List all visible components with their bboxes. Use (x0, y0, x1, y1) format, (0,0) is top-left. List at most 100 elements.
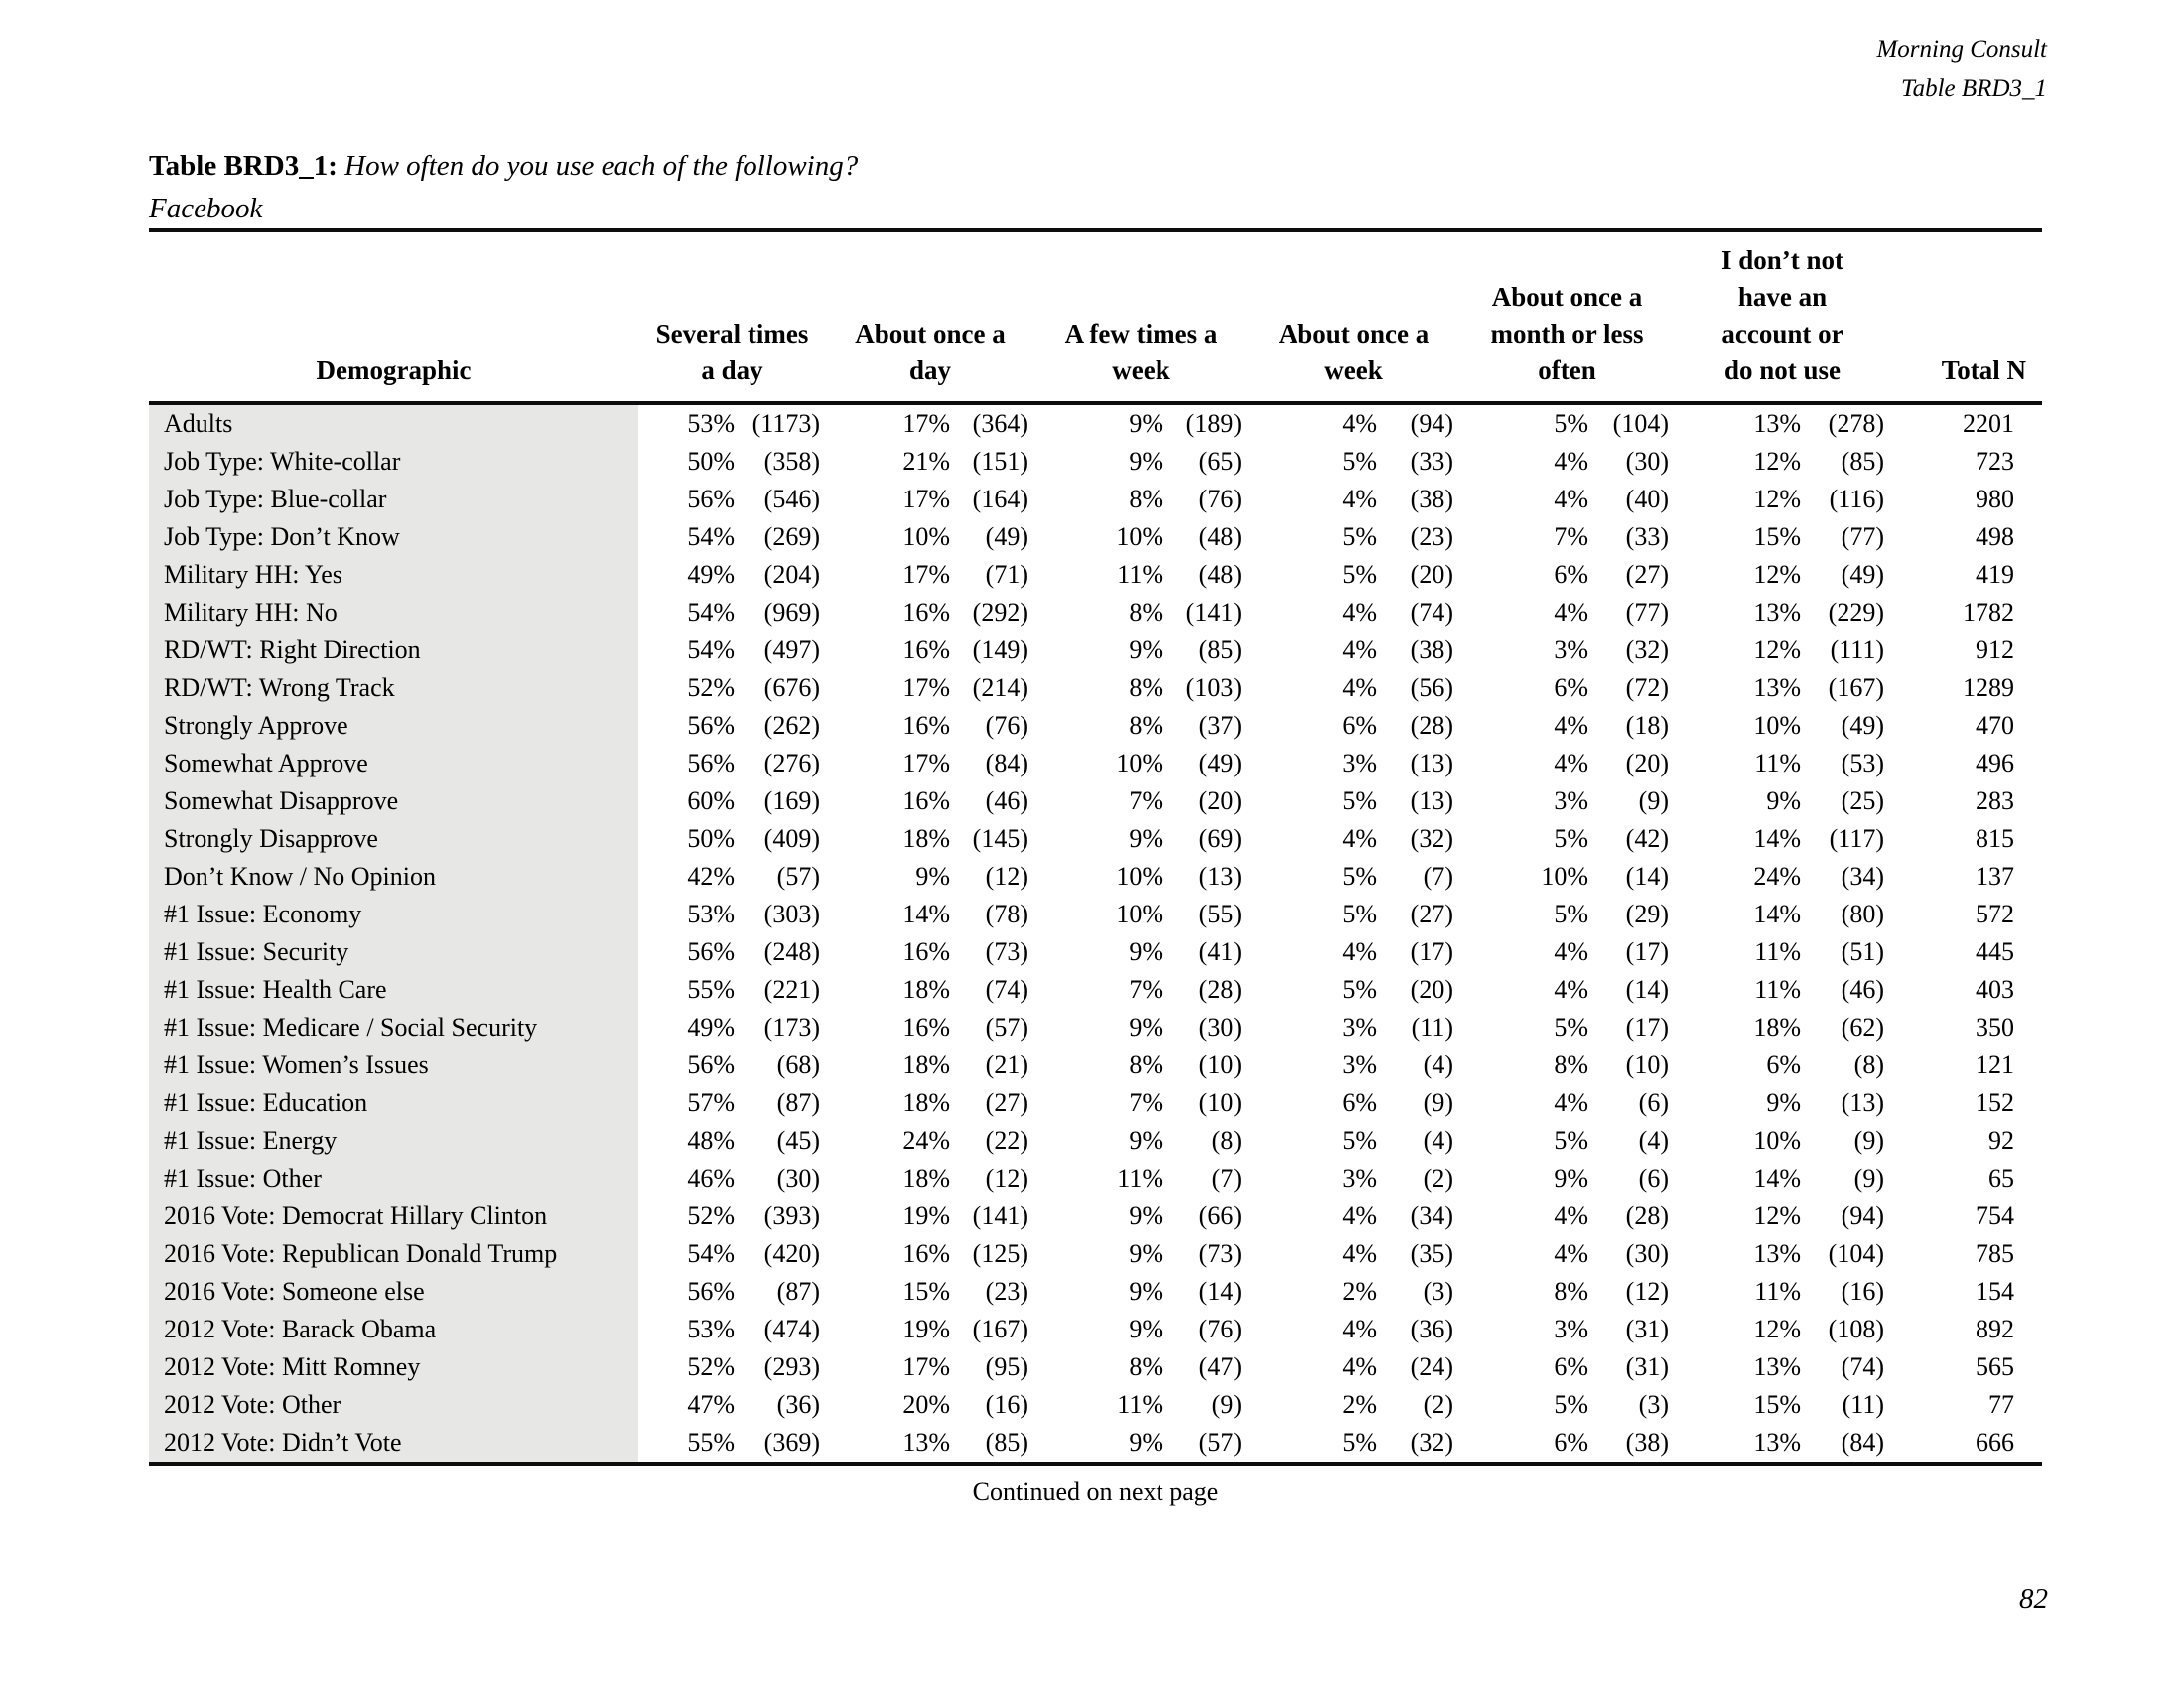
total-n-cell: 498 (1976, 522, 2014, 551)
percent-cell: 7% (1129, 786, 1163, 815)
table-row: #1 Issue: Women’s Issues 56% (68) 18% (21) 8%… (149, 1047, 2042, 1084)
count-cell: (164) (972, 485, 1028, 513)
count-cell: (2) (1423, 1390, 1453, 1419)
percent-cell: 5% (1342, 1428, 1377, 1457)
percent-cell: 3% (1342, 1164, 1377, 1193)
count-cell: (420) (763, 1239, 820, 1268)
demographic-cell: #1 Issue: Health Care (149, 971, 638, 1009)
percent-cell: 47% (687, 1390, 735, 1419)
demographic-cell: 2016 Vote: Republican Donald Trump (149, 1235, 638, 1273)
percent-cell: 9% (1129, 1239, 1163, 1268)
count-cell: (57) (985, 1013, 1028, 1042)
percent-cell: 8% (1129, 598, 1163, 627)
count-cell: (293) (763, 1352, 820, 1381)
count-cell: (167) (972, 1315, 1028, 1343)
count-cell: (57) (1198, 1428, 1242, 1457)
count-cell: (10) (1198, 1088, 1242, 1117)
count-cell: (34) (1410, 1201, 1453, 1230)
count-cell: (7) (1423, 862, 1453, 891)
percent-cell: 8% (1554, 1051, 1588, 1079)
count-cell: (104) (1828, 1239, 1884, 1268)
table-row: 2012 Vote: Didn’t Vote 55% (369) 13% (85) 9% (… (149, 1424, 2042, 1462)
percent-cell: 9% (1129, 447, 1163, 476)
count-cell: (35) (1410, 1239, 1453, 1268)
percent-cell: 10% (1541, 862, 1588, 891)
column-header-frequency: Several times a day (655, 319, 809, 385)
percent-cell: 54% (687, 598, 735, 627)
percent-cell: 16% (902, 635, 950, 664)
count-cell: (95) (985, 1352, 1028, 1381)
percent-cell: 11% (1117, 560, 1163, 589)
table-row: Don’t Know / No Opinion 42% (57) 9% (12) 10% (… (149, 858, 2042, 896)
table-body: Adults 53% (1173) 17% (364) 9% (189) 4% (94) 5% (1… (149, 405, 2042, 1466)
percent-cell: 5% (1342, 900, 1377, 928)
demographic-cell: Job Type: Don’t Know (149, 518, 638, 556)
percent-cell: 49% (687, 1013, 735, 1042)
count-cell: (145) (972, 824, 1028, 853)
count-cell: (9) (1853, 1126, 1884, 1155)
percent-cell: 12% (1753, 1201, 1801, 1230)
count-cell: (66) (1198, 1201, 1242, 1230)
percent-cell: 56% (687, 1051, 735, 1079)
count-cell: (3) (1423, 1277, 1453, 1306)
percent-cell: 18% (902, 824, 950, 853)
percent-cell: 17% (902, 673, 950, 702)
demographic-cell: Don’t Know / No Opinion (149, 858, 638, 896)
percent-cell: 17% (902, 485, 950, 513)
percent-cell: 4% (1554, 1088, 1588, 1117)
count-cell: (32) (1625, 635, 1669, 664)
percent-cell: 5% (1342, 560, 1377, 589)
total-n-cell: 350 (1976, 1013, 2014, 1042)
percent-cell: 24% (1753, 862, 1801, 891)
count-cell: (10) (1625, 1051, 1669, 1079)
percent-cell: 54% (687, 1239, 735, 1268)
percent-cell: 4% (1342, 409, 1377, 438)
percent-cell: 3% (1342, 749, 1377, 777)
percent-cell: 12% (1753, 1315, 1801, 1343)
count-cell: (14) (1198, 1277, 1242, 1306)
percent-cell: 4% (1554, 975, 1588, 1004)
percent-cell: 14% (1753, 900, 1801, 928)
count-cell: (27) (985, 1088, 1028, 1117)
percent-cell: 6% (1342, 1088, 1377, 1117)
percent-cell: 11% (1754, 975, 1801, 1004)
percent-cell: 56% (687, 485, 735, 513)
count-cell: (369) (763, 1428, 820, 1457)
count-cell: (62) (1841, 1013, 1884, 1042)
count-cell: (9) (1638, 786, 1669, 815)
count-cell: (4) (1638, 1126, 1669, 1155)
count-cell: (42) (1625, 824, 1669, 853)
percent-cell: 6% (1554, 673, 1588, 702)
count-cell: (65) (1198, 447, 1242, 476)
table-row: #1 Issue: Energy 48% (45) 24% (22) 9% (8) 5% (4)… (149, 1122, 2042, 1160)
count-cell: (16) (985, 1390, 1028, 1419)
percent-cell: 52% (687, 1201, 735, 1230)
demographic-cell: #1 Issue: Education (149, 1084, 638, 1122)
column-header-demographic: Demographic (316, 355, 472, 385)
count-cell: (104) (1612, 409, 1669, 438)
percent-cell: 5% (1342, 786, 1377, 815)
percent-cell: 5% (1554, 1390, 1588, 1419)
percent-cell: 17% (902, 560, 950, 589)
percent-cell: 9% (1129, 1315, 1163, 1343)
page-number: 82 (2019, 1583, 2048, 1615)
count-cell: (51) (1841, 937, 1884, 966)
percent-cell: 3% (1342, 1013, 1377, 1042)
column-header-frequency: About once a week (1278, 319, 1430, 385)
table-row: #1 Issue: Medicare / Social Security 49% (… (149, 1009, 2042, 1047)
percent-cell: 4% (1342, 1352, 1377, 1381)
count-cell: (248) (763, 937, 820, 966)
percent-cell: 4% (1342, 937, 1377, 966)
percent-cell: 4% (1342, 1239, 1377, 1268)
total-n-cell: 912 (1976, 635, 2014, 664)
count-cell: (116) (1829, 485, 1884, 513)
table-row: 2016 Vote: Someone else 56% (87) 15% (23) 9% (… (149, 1273, 2042, 1311)
total-n-cell: 65 (1988, 1164, 2014, 1193)
percent-cell: 10% (1753, 1126, 1801, 1155)
percent-cell: 19% (902, 1315, 950, 1343)
percent-cell: 52% (687, 1352, 735, 1381)
demographic-cell: #1 Issue: Medicare / Social Security (149, 1009, 638, 1047)
total-n-cell: 92 (1988, 1126, 2014, 1155)
percent-cell: 16% (902, 1239, 950, 1268)
percent-cell: 6% (1554, 1428, 1588, 1457)
